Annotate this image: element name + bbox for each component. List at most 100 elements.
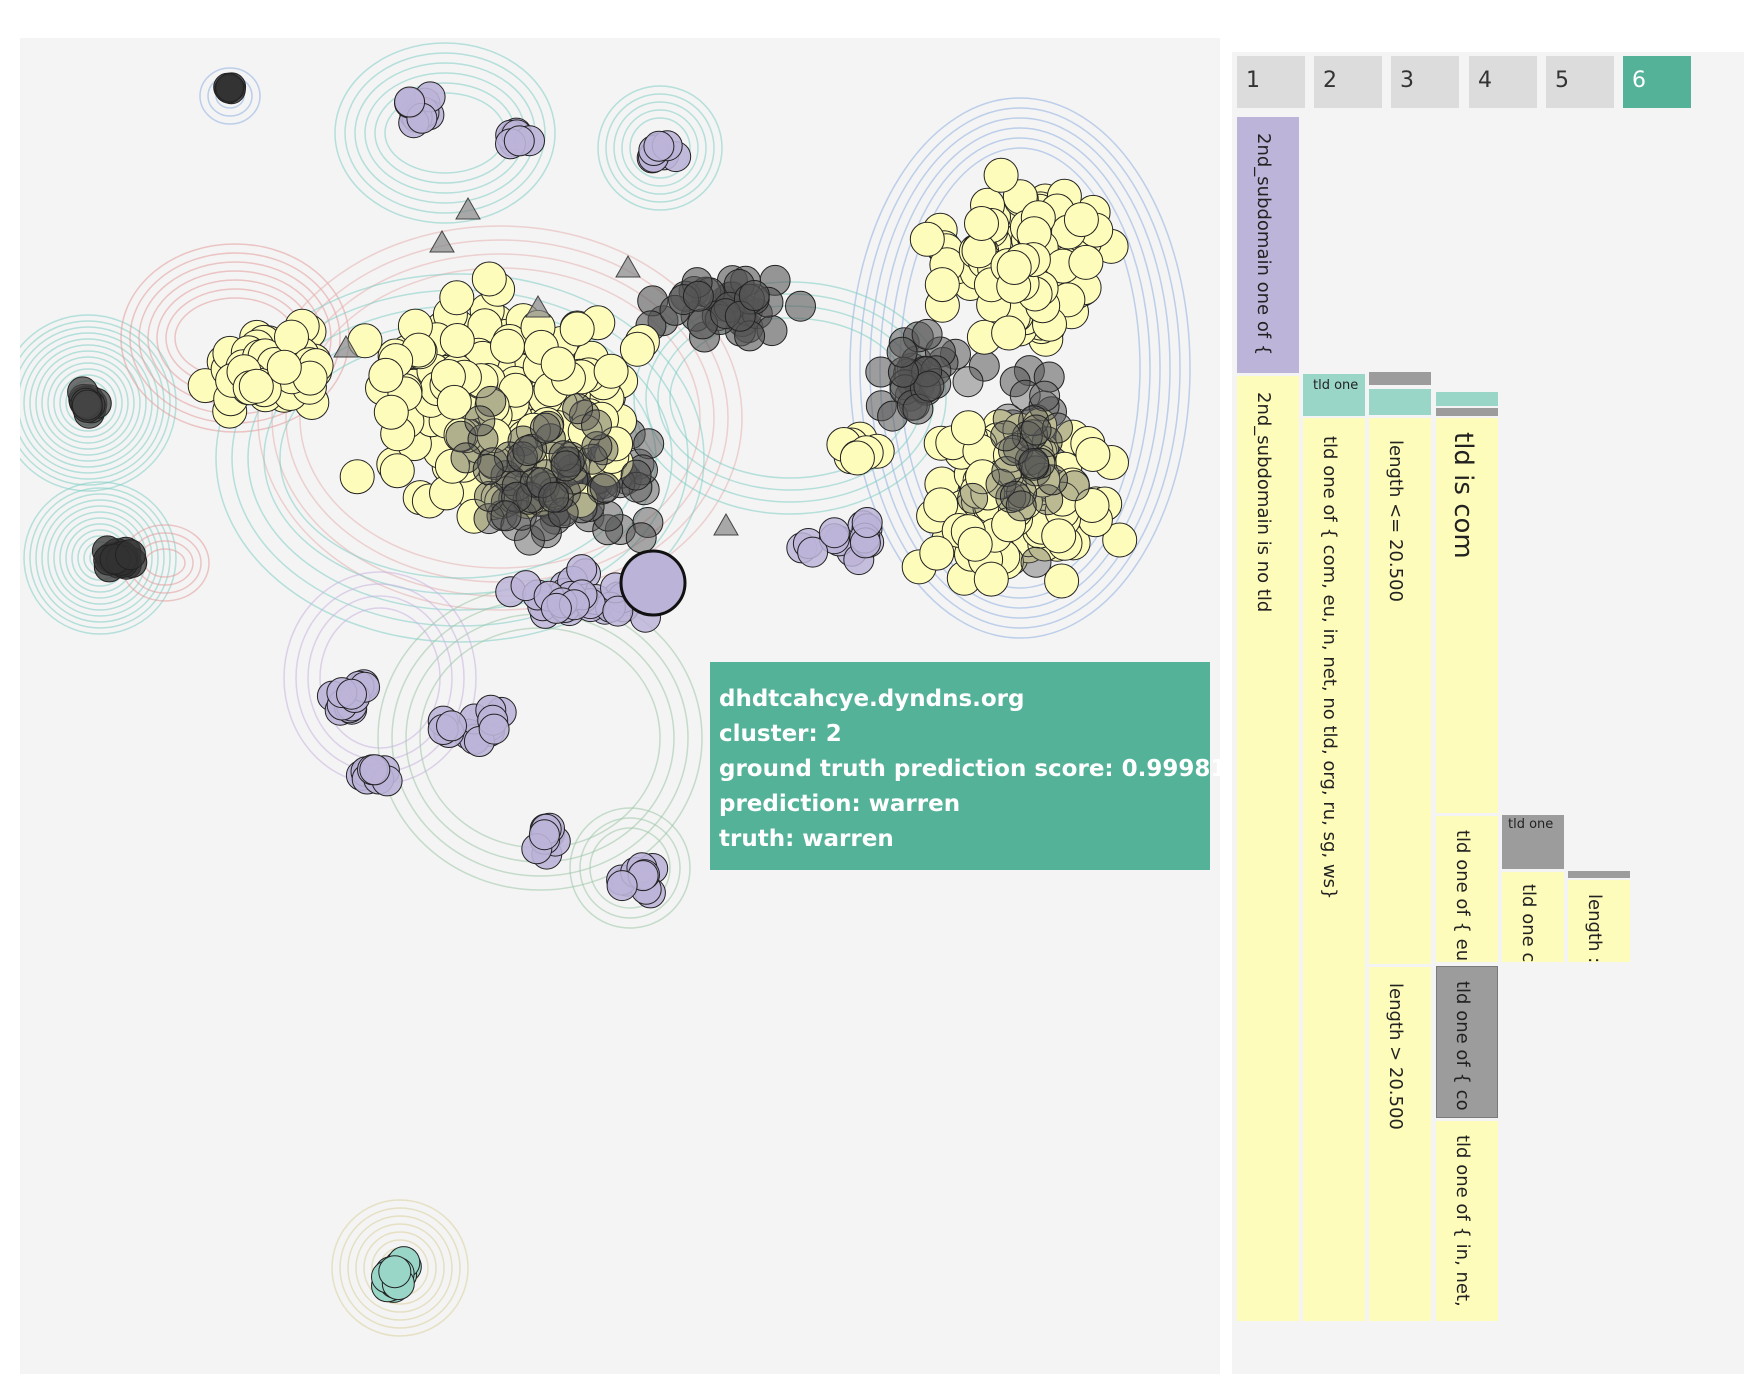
tab-4[interactable]: 4 (1469, 56, 1537, 108)
embedding-scatter-plot[interactable]: dhdtcahcye.dyndns.org cluster: 2 ground … (20, 38, 1220, 1374)
point-layer[interactable] (67, 72, 1138, 1303)
data-point[interactable] (538, 481, 570, 513)
triangle-marker[interactable] (713, 512, 739, 536)
data-point[interactable] (378, 1255, 412, 1289)
data-point[interactable] (589, 472, 621, 504)
data-point[interactable] (1018, 405, 1050, 437)
data-point[interactable] (1074, 488, 1110, 523)
data-point[interactable] (1005, 490, 1037, 522)
tree-node-col3-grey[interactable] (1369, 372, 1431, 385)
tree-node-col4-grey[interactable] (1436, 408, 1498, 416)
data-point[interactable] (512, 435, 544, 467)
data-point[interactable] (593, 353, 629, 389)
data-point[interactable] (923, 487, 959, 523)
data-point[interactable] (336, 678, 367, 710)
tab-1[interactable]: 1 (1237, 56, 1305, 108)
data-point[interactable] (973, 561, 1009, 597)
data-point[interactable] (478, 713, 510, 745)
data-point[interactable] (439, 323, 475, 358)
data-point[interactable] (913, 370, 945, 402)
data-point[interactable] (490, 328, 525, 364)
data-point[interactable] (999, 366, 1031, 398)
data-point[interactable] (373, 394, 409, 430)
data-point[interactable] (501, 481, 533, 513)
tree-node-col3-teal[interactable] (1369, 389, 1431, 415)
data-point[interactable] (529, 412, 561, 444)
data-point[interactable] (503, 125, 535, 157)
tree-node-tld-one-grey[interactable]: tld one (1502, 815, 1564, 869)
data-point[interactable] (1075, 437, 1111, 472)
data-point[interactable] (643, 130, 675, 162)
data-point[interactable] (576, 443, 608, 475)
tab-3[interactable]: 3 (1391, 56, 1459, 108)
data-point[interactable] (71, 389, 103, 421)
data-point[interactable] (475, 385, 507, 417)
data-point[interactable] (439, 280, 475, 316)
data-point[interactable] (553, 446, 585, 478)
data-point[interactable] (621, 471, 653, 503)
triangle-marker[interactable] (429, 229, 455, 253)
data-point[interactable] (532, 410, 564, 442)
data-point[interactable] (1020, 546, 1052, 578)
tree-node-tld-one-teal[interactable]: tld one (1303, 374, 1365, 416)
scatter-svg[interactable] (20, 38, 1220, 1374)
data-point[interactable] (1011, 420, 1043, 452)
data-point[interactable] (738, 280, 770, 311)
data-point[interactable] (851, 507, 883, 538)
data-point[interactable] (625, 522, 657, 554)
data-point[interactable] (991, 456, 1023, 487)
data-point[interactable] (562, 393, 594, 425)
tree-node-root-top[interactable]: 2nd_subdomain one of { (1237, 117, 1299, 373)
data-point[interactable] (606, 870, 638, 902)
data-point[interactable] (991, 315, 1027, 351)
tree-node-col6-grey[interactable] (1568, 871, 1630, 878)
data-point[interactable] (1063, 202, 1099, 238)
data-point[interactable] (436, 384, 472, 420)
data-point[interactable] (586, 473, 618, 505)
data-point[interactable] (548, 440, 580, 472)
data-point[interactable] (540, 346, 576, 382)
tree-node-tld-in-net[interactable]: tld one of { in, net, (1436, 1121, 1498, 1321)
data-point[interactable] (507, 441, 538, 473)
data-point[interactable] (797, 536, 829, 568)
data-point[interactable] (542, 481, 574, 513)
data-point[interactable] (957, 482, 989, 514)
data-point[interactable] (215, 73, 245, 103)
tree-node-tld-co[interactable]: tld one of { co (1436, 966, 1498, 1118)
tab-2[interactable]: 2 (1314, 56, 1382, 108)
triangle-marker[interactable] (333, 334, 359, 358)
data-point[interactable] (514, 524, 545, 556)
data-point[interactable] (394, 86, 426, 118)
data-point[interactable] (1044, 563, 1080, 599)
data-point[interactable] (1041, 518, 1077, 554)
tree-node-tld-eu[interactable]: tld one of { eu, (1436, 816, 1498, 962)
data-point[interactable] (581, 431, 613, 463)
data-point[interactable] (1009, 379, 1041, 411)
data-point[interactable] (909, 221, 945, 257)
data-point[interactable] (682, 280, 714, 312)
data-point[interactable] (540, 592, 572, 624)
data-point[interactable] (990, 420, 1022, 452)
data-point[interactable] (999, 480, 1031, 512)
data-point[interactable] (587, 434, 619, 466)
data-point[interactable] (379, 453, 415, 489)
data-point[interactable] (490, 500, 522, 532)
data-point[interactable] (620, 459, 652, 491)
tab-6[interactable]: 6 (1623, 56, 1691, 108)
triangle-marker[interactable] (615, 254, 641, 278)
tree-node-length-le[interactable]: length <= 20.500 (1369, 418, 1431, 964)
tree-node-length-gt[interactable]: length > 20.500 (1369, 967, 1431, 1321)
data-point[interactable] (115, 539, 146, 571)
data-point[interactable] (919, 535, 955, 571)
data-point[interactable] (818, 517, 850, 549)
data-point[interactable] (957, 526, 993, 562)
data-point[interactable] (368, 357, 404, 393)
data-point[interactable] (965, 459, 1000, 495)
data-point[interactable] (581, 409, 612, 441)
data-point[interactable] (886, 336, 918, 368)
data-point[interactable] (998, 434, 1029, 466)
data-point[interactable] (436, 710, 467, 742)
decision-tree-panel[interactable]: 1 2 3 4 5 6 2nd_subdomain one of { 2nd_s… (1232, 52, 1744, 1374)
data-point[interactable] (633, 428, 665, 460)
selected-point[interactable] (619, 549, 687, 617)
